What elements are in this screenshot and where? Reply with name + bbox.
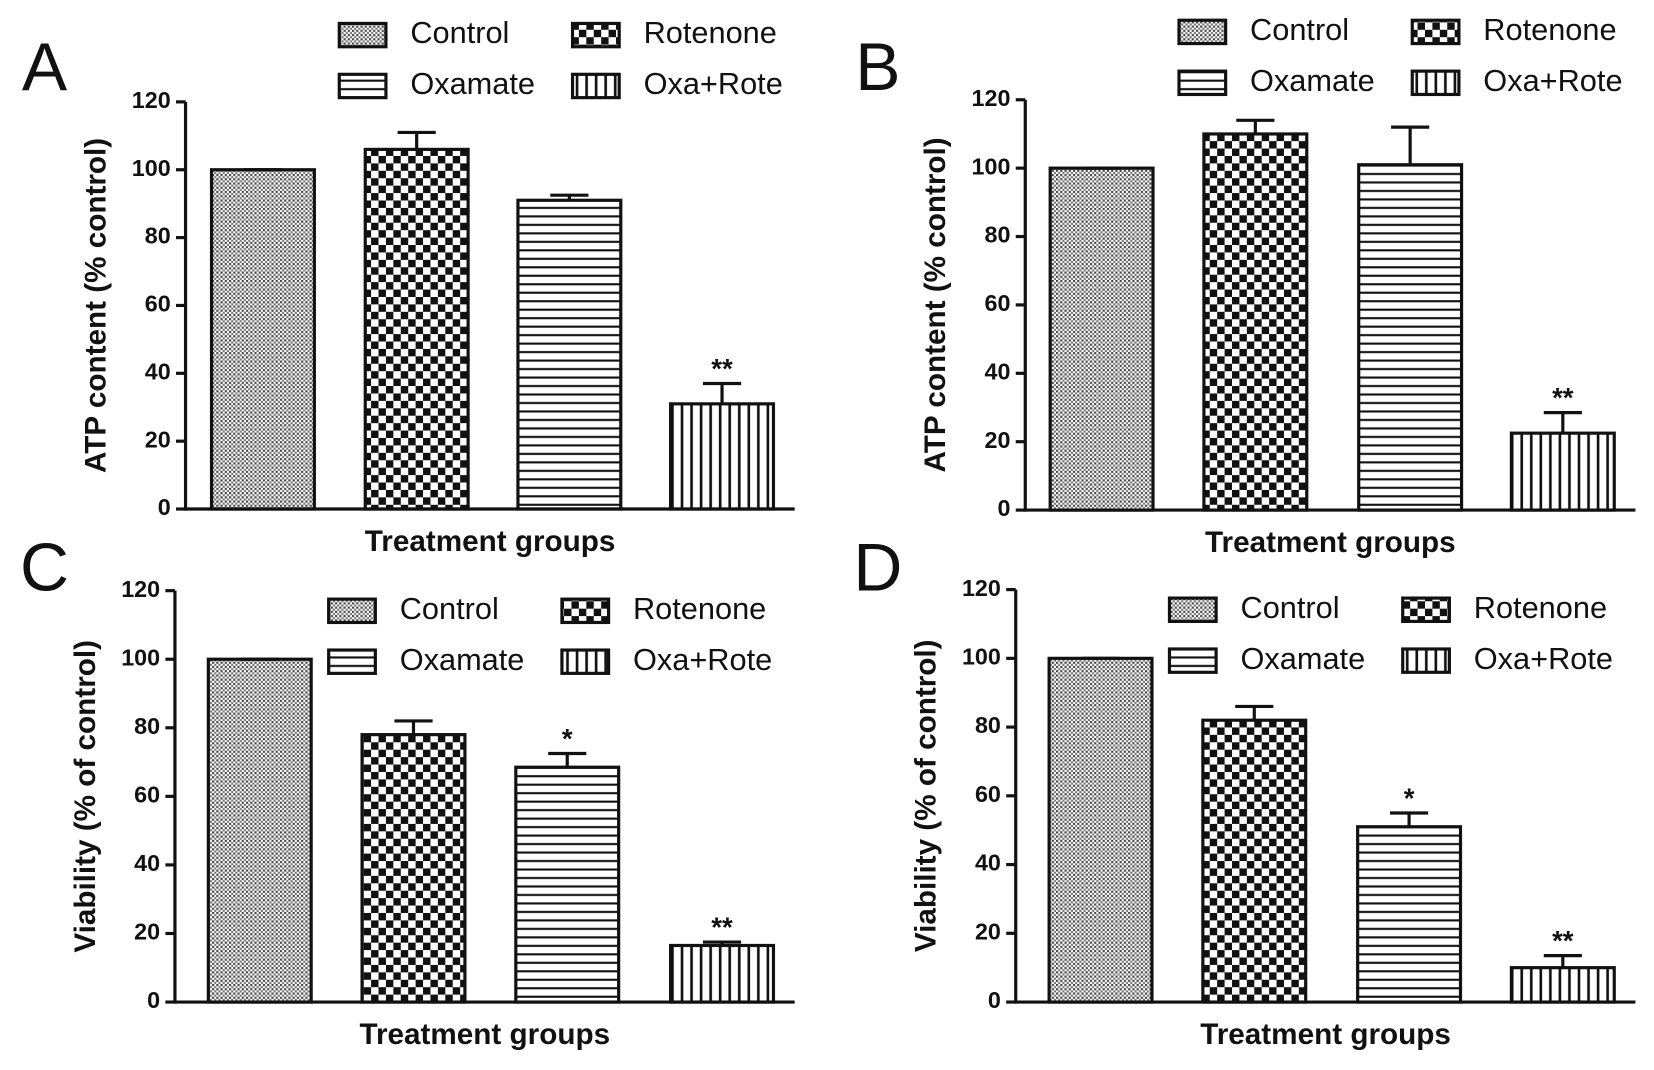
- bar: [209, 168, 316, 511]
- legend-swatch: [327, 597, 377, 625]
- bar: [1509, 431, 1616, 512]
- y-tick-label: 60: [984, 290, 1010, 316]
- bar: [1356, 825, 1463, 1004]
- significance: **: [1552, 925, 1574, 956]
- y-tick-label: 120: [972, 85, 1011, 111]
- significance: **: [711, 912, 733, 943]
- panel-label: D: [853, 531, 902, 606]
- significance: *: [1404, 783, 1415, 814]
- legend-swatch: [1410, 69, 1461, 97]
- legend-swatch: [1167, 596, 1218, 624]
- bar: [514, 765, 621, 1004]
- panel-label: B: [855, 30, 900, 105]
- y-tick-label: 80: [975, 712, 1001, 738]
- y-tick-label: 60: [134, 782, 160, 808]
- y-tick-label: 80: [134, 713, 160, 739]
- y-tick-label: 100: [962, 643, 1001, 669]
- legend-swatch: [560, 648, 611, 675]
- legend-label: Oxa+Rote: [1483, 63, 1622, 98]
- legend-label: Rotenone: [1483, 12, 1616, 47]
- bar: [516, 198, 623, 511]
- legend-swatch: [337, 72, 388, 100]
- y-tick-label: 40: [134, 850, 160, 876]
- y-tick-label: 20: [984, 427, 1010, 453]
- x-axis-label: Treatment groups: [1200, 1018, 1451, 1051]
- legend-label: Oxamate: [410, 66, 535, 101]
- bar: [669, 402, 776, 511]
- y-tick-label: 40: [145, 358, 171, 384]
- legend-label: Control: [1241, 590, 1340, 625]
- significance: **: [711, 353, 733, 384]
- legend-swatch: [327, 648, 377, 675]
- x-axis-label: Treatment groups: [1205, 526, 1456, 559]
- y-tick-label: 100: [121, 644, 160, 670]
- legend-label: Oxa+Rote: [644, 66, 783, 101]
- y-tick-label: 100: [972, 153, 1011, 179]
- legend-label: Oxamate: [1241, 641, 1366, 676]
- panel-label: A: [22, 30, 68, 105]
- legend-label: Rotenone: [1474, 590, 1607, 625]
- bar: [1047, 656, 1154, 1004]
- y-tick-label: 120: [132, 87, 171, 113]
- legend-swatch: [570, 21, 621, 49]
- legend-label: Control: [1250, 12, 1349, 47]
- y-tick-label: 20: [975, 918, 1001, 944]
- legend-swatch: [1177, 18, 1228, 46]
- legend-swatch: [1401, 647, 1451, 674]
- legend-label: Rotenone: [644, 15, 777, 50]
- legend-swatch: [570, 72, 621, 100]
- legend-swatch: [1401, 596, 1451, 624]
- y-tick-label: 120: [962, 575, 1001, 601]
- y-tick-label: 0: [158, 494, 171, 520]
- legend-label: Rotenone: [633, 591, 766, 626]
- panel-label: C: [20, 531, 69, 606]
- x-axis-label: Treatment groups: [359, 1018, 610, 1051]
- y-tick-label: 80: [145, 223, 171, 249]
- legend-swatch: [1410, 18, 1461, 46]
- bar: [1048, 166, 1155, 512]
- y-tick-label: 120: [121, 576, 160, 602]
- legend-label: Oxamate: [400, 642, 525, 677]
- y-axis-label: Viability (% of control): [69, 640, 102, 953]
- y-tick-label: 0: [147, 987, 160, 1013]
- legend-label: Control: [400, 591, 499, 626]
- bar: [669, 943, 776, 1004]
- bar: [363, 147, 470, 511]
- y-tick-label: 0: [988, 987, 1001, 1013]
- y-tick-label: 20: [145, 426, 171, 452]
- y-tick-label: 80: [984, 222, 1010, 248]
- legend-label: Oxa+Rote: [633, 642, 772, 677]
- legend-swatch: [1167, 647, 1218, 674]
- y-axis-label: ATP content (% control): [79, 138, 112, 473]
- y-tick-label: 60: [975, 781, 1001, 807]
- y-tick-label: 40: [984, 358, 1010, 384]
- bar: [206, 657, 313, 1004]
- y-tick-label: 60: [145, 291, 171, 317]
- x-axis-label: Treatment groups: [365, 525, 616, 558]
- legend-label: Oxamate: [1250, 63, 1375, 98]
- significance: **: [1552, 382, 1574, 413]
- legend-swatch: [560, 597, 611, 625]
- bar: [1509, 966, 1616, 1004]
- bar: [1357, 163, 1464, 512]
- bar: [360, 733, 467, 1004]
- legend-swatch: [1177, 69, 1228, 97]
- y-tick-label: 40: [975, 850, 1001, 876]
- y-tick-label: 20: [134, 919, 160, 945]
- y-tick-label: 0: [997, 495, 1010, 521]
- bar: [1202, 132, 1309, 512]
- bar: [1201, 718, 1308, 1004]
- legend-label: Oxa+Rote: [1474, 641, 1613, 676]
- legend-label: Control: [410, 15, 509, 50]
- y-tick-label: 100: [132, 155, 171, 181]
- significance: *: [562, 723, 573, 754]
- y-axis-label: ATP content (% control): [919, 137, 952, 472]
- legend-swatch: [337, 21, 388, 49]
- y-axis-label: Viability (% of control): [910, 639, 943, 952]
